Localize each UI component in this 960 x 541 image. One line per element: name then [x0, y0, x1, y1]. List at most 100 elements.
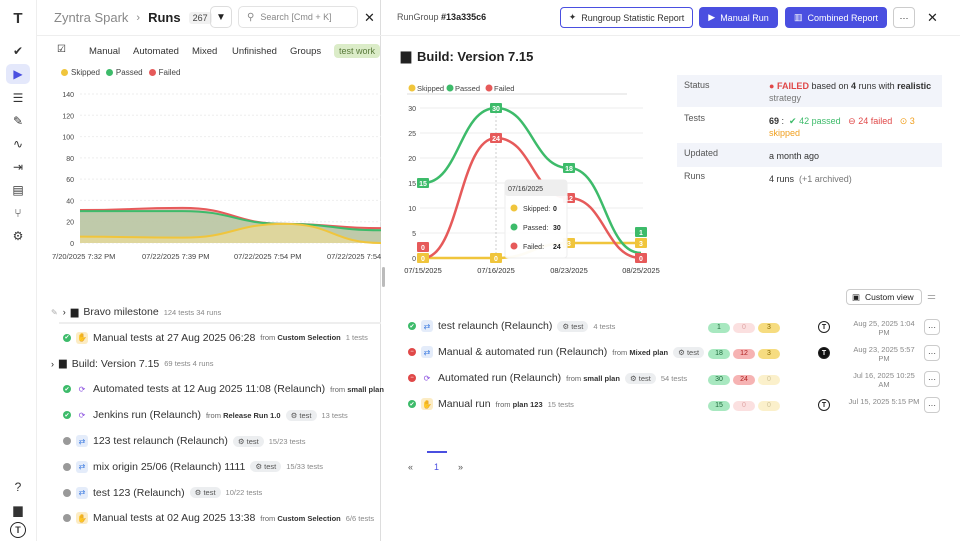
run-meta: 6/6 tests	[345, 513, 375, 523]
status-pending-icon	[63, 488, 71, 497]
tab-unfinished[interactable]: Unfinished	[232, 46, 277, 57]
data-label: 0	[494, 256, 498, 263]
run-more-button[interactable]: ···	[924, 319, 940, 335]
passed-count: 1	[708, 323, 730, 333]
run-row[interactable]: ✔ ⇄ test relaunch (Relaunch) ⚙ test 4 tests	[408, 320, 615, 332]
run-meta: 10/22 tests	[225, 488, 263, 498]
mixed-run-icon: ⇄	[421, 346, 433, 358]
run-name[interactable]: Automated run (Relaunch)	[438, 372, 562, 384]
run-row[interactable]: ✔ ⟳ Jenkins run (Relaunch) from Release Run…	[63, 409, 348, 421]
check-icon[interactable]: ✔	[12, 44, 24, 58]
legend-passed[interactable]: Passed	[105, 68, 143, 77]
runs-icon[interactable]: ▶	[6, 64, 30, 84]
tooltip-label: Skipped:	[523, 206, 550, 213]
list-check-icon[interactable]: ☰	[12, 91, 24, 105]
custom-view-button[interactable]: ▣ Custom view	[846, 289, 922, 305]
breadcrumb-app[interactable]: Zyntra Spark	[54, 10, 129, 25]
pen-icon[interactable]: ✎	[12, 114, 24, 128]
folder-icon[interactable]: ▆	[13, 503, 23, 517]
run-row[interactable]: ⇄ test 123 (Relaunch) ⚙ test 10/22 tests	[63, 486, 263, 499]
y-tick-label: 100	[62, 135, 74, 142]
search-input[interactable]: ⚲ Search [Cmd + K]	[238, 6, 358, 28]
breadcrumb: Zyntra Spark › Runs 267	[54, 10, 212, 25]
run-name[interactable]: Manual run	[438, 398, 491, 410]
rungroup-statistic-report-button[interactable]: ✦ Rungroup Statistic Report	[560, 7, 693, 28]
tab-mixed[interactable]: Mixed	[192, 46, 218, 57]
updated-label: Updated	[684, 148, 719, 158]
select-all-icon[interactable]: ☑	[57, 44, 66, 55]
panel-resize-handle[interactable]	[382, 267, 385, 287]
breadcrumb-separator: ›	[136, 11, 141, 24]
next-page-button[interactable]: »	[458, 462, 464, 472]
chart-icon[interactable]: ▤	[12, 183, 24, 197]
combined-report-button[interactable]: ▥ Combined Report	[785, 7, 887, 28]
run-more-button[interactable]: ···	[924, 371, 940, 387]
run-name[interactable]: test 123 (Relaunch)	[93, 486, 185, 499]
y-tick-label: 60	[66, 177, 74, 184]
failed-count: 12	[733, 349, 755, 359]
run-row[interactable]: − ⇄ Manual & automated run (Relaunch) from …	[408, 346, 713, 358]
y-tick-label: 0	[412, 256, 416, 263]
manual-run-button[interactable]: ▶ Manual Run	[699, 7, 778, 28]
run-name[interactable]: Manual tests at 02 Aug 2025 13:38	[93, 512, 256, 525]
run-source: from small plan	[330, 384, 384, 394]
branch-icon[interactable]: ⑂	[14, 206, 22, 220]
run-row[interactable]: ⇄ 123 test relaunch (Relaunch) ⚙ test 15/23…	[63, 435, 305, 447]
run-row[interactable]: − ⟳ Automated run (Relaunch) from small pla…	[408, 372, 687, 384]
run-more-button[interactable]: ···	[924, 397, 940, 413]
legend-failed[interactable]: Failed	[148, 68, 180, 77]
run-name[interactable]: Build: Version 7.15	[71, 357, 160, 370]
run-row[interactable]: ✔ ✋ Manual run from plan 123 15 tests	[408, 398, 574, 410]
run-name[interactable]: Manual tests at 27 Aug 2025 06:28	[93, 331, 256, 344]
gear-icon[interactable]: ⚙	[12, 229, 24, 243]
pulse-icon[interactable]: ∿	[12, 137, 24, 151]
run-row[interactable]: ✋ Manual tests at 02 Aug 2025 13:38 from C…	[63, 512, 375, 525]
view-icon: ▣	[852, 291, 861, 302]
automated-run-icon: ⟳	[78, 410, 86, 420]
close-search-icon[interactable]: ✕	[364, 10, 375, 25]
legend-skipped[interactable]: Skipped	[408, 84, 445, 93]
tab-groups[interactable]: Groups	[290, 46, 322, 57]
run-row[interactable]: ⇄ mix origin 25/06 (Relaunch) 1111 ⚙ test 1…	[63, 460, 323, 473]
folder-row[interactable]: ✎ › ▆ Bravo milestone 124 tests 34 runs	[51, 306, 221, 318]
pin-icon[interactable]: ✎	[51, 307, 58, 317]
tag-chip: ⚙ test	[285, 409, 317, 421]
manual-run-icon: ✋	[421, 398, 433, 410]
chevron-right-icon[interactable]: ›	[51, 358, 54, 369]
legend-dot	[408, 84, 416, 92]
more-options-button[interactable]: ···	[893, 7, 915, 28]
tab-test-work[interactable]: test work	[334, 44, 380, 58]
run-more-button[interactable]: ···	[924, 345, 940, 361]
run-row[interactable]: ✔ ⟳ Automated tests at 12 Aug 2025 11:08 (…	[63, 383, 384, 395]
run-name[interactable]: Manual & automated run (Relaunch)	[438, 346, 608, 358]
run-name[interactable]: 123 test relaunch (Relaunch)	[93, 435, 228, 447]
run-name[interactable]: Automated tests at 12 Aug 2025 11:08 (Re…	[93, 383, 326, 396]
run-name[interactable]: Bravo milestone	[83, 306, 159, 318]
tab-automated[interactable]: Automated	[133, 46, 179, 57]
run-row[interactable]: ✔ ✋ Manual tests at 27 Aug 2025 06:28 from …	[63, 331, 368, 344]
run-date: Aug 23, 2025 5:57 PM	[853, 345, 915, 363]
import-icon[interactable]: ⇥	[12, 160, 24, 174]
folder-row[interactable]: › ▆ Build: Version 7.15 69 tests 4 runs	[51, 358, 213, 370]
prev-page-button[interactable]: «	[408, 462, 414, 472]
avatar[interactable]: T	[10, 522, 26, 538]
run-name[interactable]: Jenkins run (Relaunch)	[93, 409, 201, 422]
legend-failed[interactable]: Failed	[485, 84, 515, 93]
settings-sliders-icon[interactable]: ⚌	[927, 291, 936, 302]
help-icon[interactable]: ?	[14, 480, 22, 494]
tab-manual[interactable]: Manual	[89, 46, 121, 57]
close-panel-icon[interactable]: ✕	[927, 10, 938, 25]
legend-passed[interactable]: Passed	[446, 84, 481, 93]
filter-button[interactable]: ▼	[210, 6, 232, 28]
run-name[interactable]: test relaunch (Relaunch)	[438, 320, 553, 332]
run-name[interactable]: mix origin 25/06 (Relaunch) 1111	[93, 460, 246, 473]
status-passed-icon: ✔	[63, 385, 71, 394]
page-1-button[interactable]: 1	[434, 462, 440, 472]
x-tick-label: 07/22/2025 7:54 PM	[234, 252, 302, 261]
status-label: Status	[684, 80, 710, 90]
skipped-count: 3	[758, 323, 780, 333]
chevron-right-icon[interactable]: ›	[62, 307, 66, 317]
page-title: Runs	[148, 10, 181, 25]
status-failed-icon: −	[408, 374, 416, 382]
legend-skipped[interactable]: Skipped	[61, 68, 100, 77]
